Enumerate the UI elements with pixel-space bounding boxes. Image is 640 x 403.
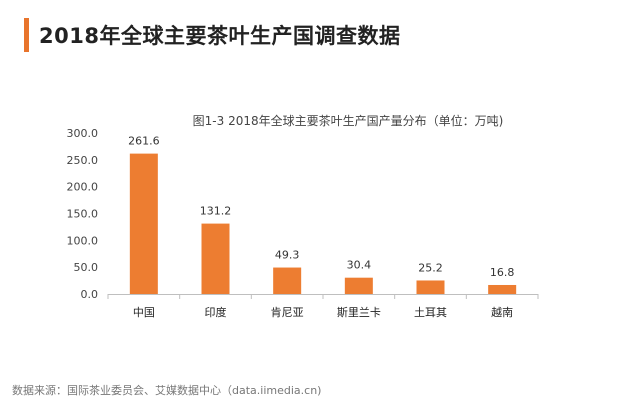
x-category-label: 中国 [133, 306, 155, 319]
bar-value-label: 16.8 [490, 266, 515, 279]
bar [416, 280, 445, 294]
x-category-label: 印度 [205, 305, 227, 319]
bar [273, 267, 302, 294]
x-category-label: 越南 [491, 305, 513, 319]
bar-value-label: 49.3 [275, 249, 300, 262]
bar [488, 284, 517, 294]
bar-value-label: 30.4 [347, 259, 372, 272]
bar [344, 277, 373, 294]
y-tick-label: 50.0 [74, 261, 99, 274]
bar-value-label: 25.2 [418, 261, 443, 274]
y-tick-label: 200.0 [67, 181, 99, 194]
y-tick-label: 150.0 [67, 208, 99, 221]
y-tick-label: 300.0 [67, 127, 99, 140]
y-tick-label: 250.0 [67, 154, 99, 167]
chart-title: 图1-3 2018年全球主要茶叶生产国产量分布（单位：万吨) [193, 113, 504, 128]
y-tick-label: 0.0 [81, 288, 99, 301]
x-category-label: 肯尼亚 [271, 306, 304, 319]
page-title: 2018年全球主要茶叶生产国调查数据 [39, 24, 401, 48]
bar [201, 223, 230, 294]
x-category-label: 土耳其 [414, 306, 447, 319]
data-source-note: 数据来源：国际茶业委员会、艾媒数据中心（data.iimedia.cn) [12, 384, 322, 397]
y-tick-label: 100.0 [67, 234, 99, 247]
title-accent-bar [24, 18, 29, 52]
bar-value-label: 131.2 [200, 205, 232, 218]
header: 2018年全球主要茶叶生产国调查数据 [24, 18, 400, 52]
x-category-label: 斯里兰卡 [337, 306, 381, 319]
bar-value-label: 261.6 [128, 135, 160, 148]
bar [129, 153, 158, 294]
